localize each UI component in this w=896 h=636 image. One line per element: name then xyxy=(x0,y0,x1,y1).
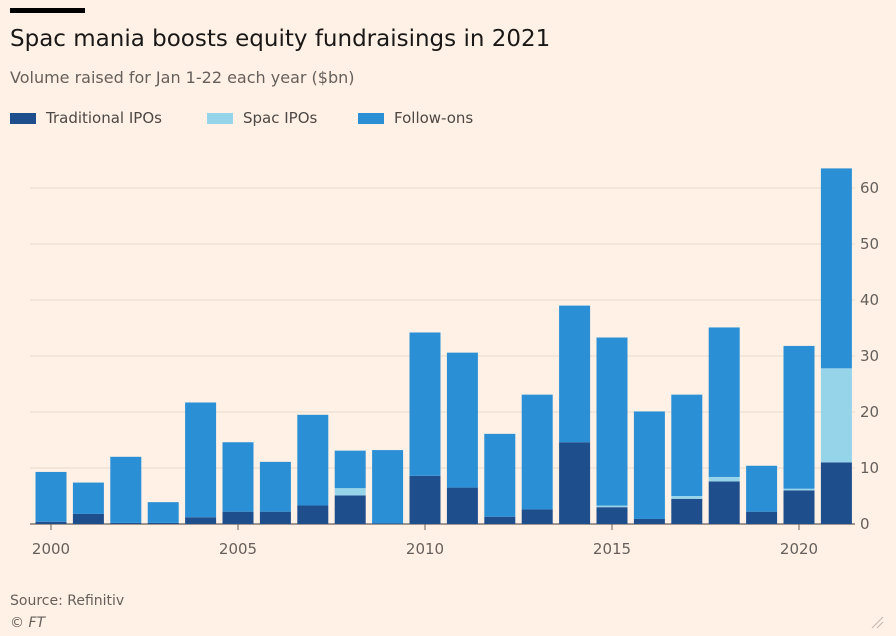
bar-segment xyxy=(147,502,179,523)
chart-subtitle: Volume raised for Jan 1-22 each year ($b… xyxy=(10,68,355,87)
bar-segment xyxy=(372,450,404,524)
bar-segment xyxy=(633,411,665,519)
bar-segment xyxy=(409,475,441,524)
bar-segment xyxy=(783,488,815,491)
stacked-bar-chart: 0 10 20 30 40 50 60 2000 2005 2010 2015 2020 xyxy=(30,168,879,558)
x-tick-label: 2015 xyxy=(593,540,631,558)
bar-segment xyxy=(820,168,852,369)
bar-segment xyxy=(671,498,703,524)
chart-title: Spac mania boosts equity fundraisings in… xyxy=(10,26,551,52)
ft-brand-bar xyxy=(10,8,85,13)
bar-segment xyxy=(72,482,104,514)
legend-swatch-spac-ipos xyxy=(207,112,233,124)
bar-segment xyxy=(521,394,553,510)
bar-segment xyxy=(334,495,366,524)
bar-segment xyxy=(222,511,254,524)
bar-segment xyxy=(297,505,329,524)
ft-credit: © FT xyxy=(10,615,46,631)
bar-segment xyxy=(259,461,291,512)
bar-segment xyxy=(35,521,67,524)
x-tick-label: 2020 xyxy=(780,540,818,558)
legend-swatch-traditional-ipos xyxy=(10,112,36,124)
legend-label-spac-ipos: Spac IPOs xyxy=(243,109,318,127)
legend-label-traditional-ipos: Traditional IPOs xyxy=(46,109,162,127)
bar-segment xyxy=(334,488,366,496)
bar-segment xyxy=(708,327,740,477)
bar-segment xyxy=(185,402,217,518)
x-tick-label: 2005 xyxy=(219,540,257,558)
bar-segment xyxy=(783,490,815,524)
bar-segment xyxy=(446,487,478,524)
bar-segment xyxy=(484,433,516,517)
bar-segment xyxy=(633,518,665,524)
resize-icon xyxy=(871,616,884,629)
bar-segment xyxy=(820,462,852,524)
bar-segment xyxy=(708,481,740,524)
bar-segment xyxy=(596,505,628,508)
bar-segment xyxy=(222,442,254,512)
legend-item-spac-ipos: Spac IPOs xyxy=(207,108,317,128)
bar-segment xyxy=(559,305,591,443)
bar-segment xyxy=(72,513,104,524)
y-tick-label: 50 xyxy=(860,235,879,253)
y-tick-label: 0 xyxy=(860,515,870,533)
y-tick-label: 30 xyxy=(860,347,879,365)
bar-segment xyxy=(372,523,404,524)
bar-segment xyxy=(671,496,703,499)
bar-segment xyxy=(708,476,740,482)
legend-label-follow-ons: Follow-ons xyxy=(394,109,474,127)
bar-segment xyxy=(446,352,478,488)
bar-segment xyxy=(35,471,67,522)
bar-segment xyxy=(409,332,441,476)
bar-segment xyxy=(671,394,703,496)
source-note: Source: Refinitiv xyxy=(10,593,125,609)
legend-item-traditional-ipos: Traditional IPOs xyxy=(10,108,162,128)
bar-segment xyxy=(259,511,291,524)
bar-segment xyxy=(110,456,142,523)
bar-segment xyxy=(559,442,591,524)
bar-segment xyxy=(783,345,815,489)
bar-segment xyxy=(297,414,329,506)
x-tick-label: 2000 xyxy=(32,540,70,558)
bar-segment xyxy=(521,509,553,524)
chart-legend: Traditional IPOs Spac IPOs Follow-ons xyxy=(10,108,610,128)
bar-segment xyxy=(596,337,628,506)
x-tick-label: 2010 xyxy=(406,540,444,558)
bar-segment xyxy=(484,516,516,524)
bar-segment xyxy=(596,507,628,524)
bar-segment xyxy=(746,511,778,524)
bar-segment xyxy=(185,517,217,524)
bar-segment xyxy=(820,368,852,463)
y-tick-label: 10 xyxy=(860,459,879,477)
legend-item-follow-ons: Follow-ons xyxy=(358,108,473,128)
y-tick-label: 60 xyxy=(860,179,879,197)
bar-segment xyxy=(334,450,366,489)
y-tick-label: 40 xyxy=(860,291,879,309)
legend-swatch-follow-ons xyxy=(358,112,384,124)
y-tick-label: 20 xyxy=(860,403,879,421)
bar-segment xyxy=(147,522,179,524)
bar-segment xyxy=(110,522,142,524)
bar-segment xyxy=(746,465,778,512)
